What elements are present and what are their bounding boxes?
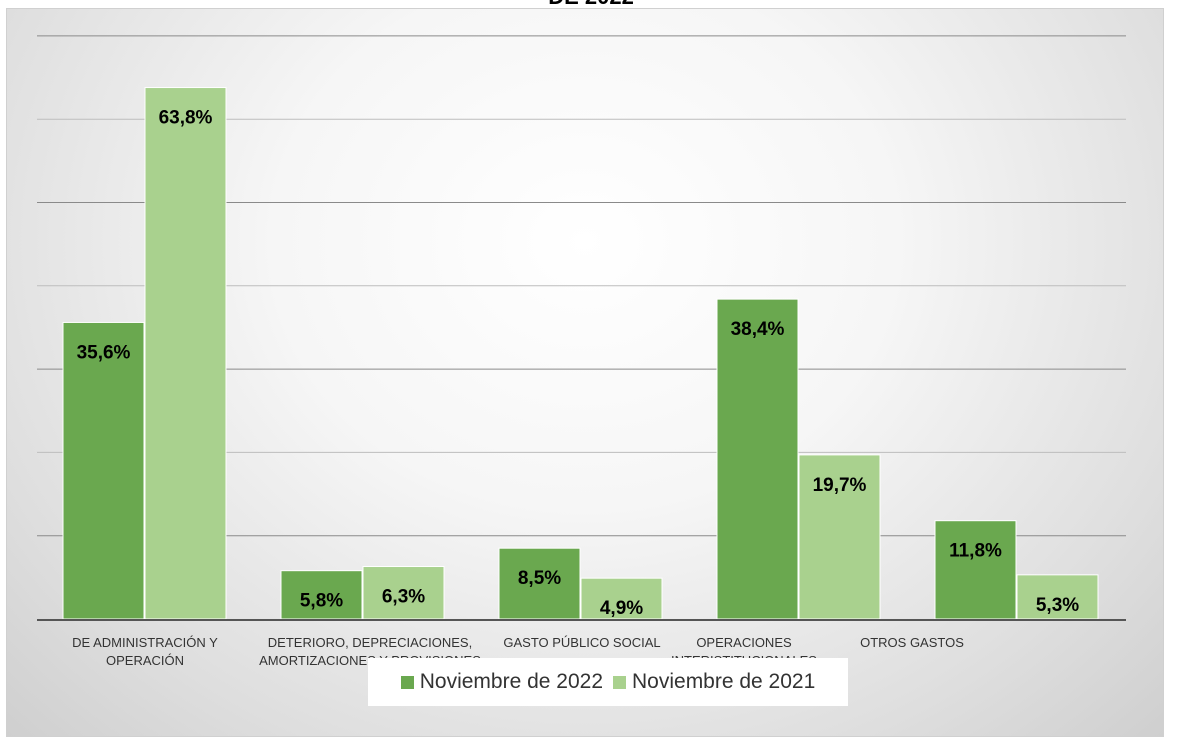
data-label-2022-1: 35,6% [77, 342, 131, 363]
bar-2022-5 [934, 520, 1017, 620]
data-label-2021-5: 5,3% [1036, 595, 1079, 616]
category-label-3: GASTO PÚBLICO SOCIAL [503, 635, 661, 650]
category-label-1: DE ADMINISTRACIÓN Y OPERACIÓN [72, 635, 218, 668]
bar-2021-4 [798, 454, 881, 620]
data-label-2021-3: 4,9% [600, 598, 643, 619]
data-label-2022-5: 11,8% [949, 541, 1002, 562]
bar-2021-1 [144, 87, 227, 620]
bar-2022-1 [62, 321, 145, 620]
bar-2022-4 [716, 298, 799, 620]
data-label-2022-4: 38,4% [731, 319, 785, 340]
legend-item-2021: Noviembre de 2021 [613, 670, 815, 694]
legend-swatch-2022 [400, 675, 414, 689]
category-label-5: OTROS GASTOS [860, 635, 964, 650]
legend-label-2021: Noviembre de 2021 [632, 670, 816, 693]
data-label-2021-4: 19,7% [813, 475, 867, 496]
data-label-2022-2: 5,8% [300, 591, 343, 612]
legend-swatch-2021 [613, 675, 626, 689]
legend-item-2022: Noviembre de 2022 [400, 670, 603, 694]
data-label-2021-1: 63,8% [159, 108, 213, 129]
data-label-2022-3: 8,5% [518, 568, 561, 589]
legend: Noviembre de 2022 Noviembre de 2021 [368, 658, 848, 706]
legend-label-2022: Noviembre de 2022 [419, 670, 603, 693]
bar-2022-2 [280, 570, 363, 620]
chart-title: DE 2022 [0, 0, 1182, 10]
bar-2021-5 [1016, 574, 1099, 620]
data-label-2021-2: 6,3% [382, 587, 425, 608]
